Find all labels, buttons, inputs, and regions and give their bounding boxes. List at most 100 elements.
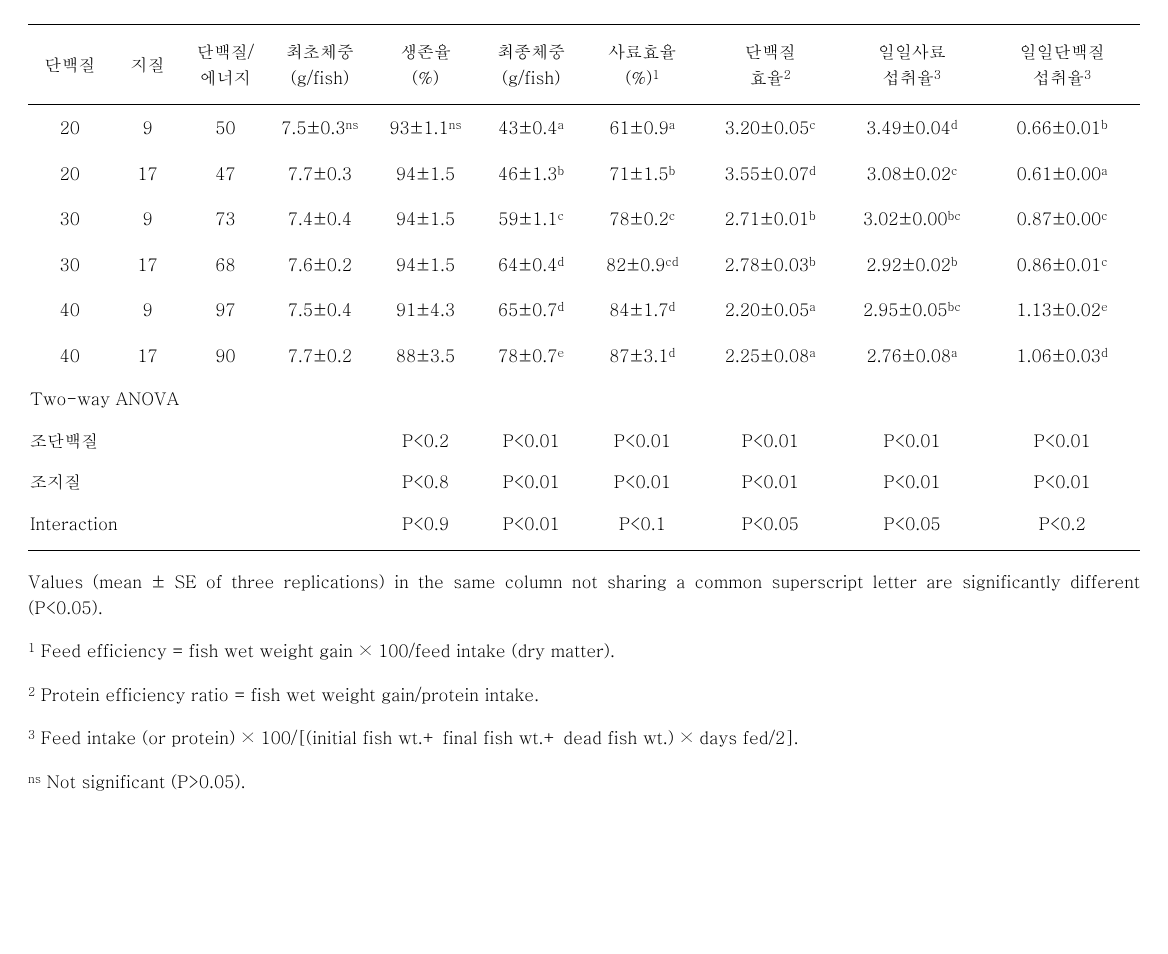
anova-row: InteractionP<0.9P<0.01P<0.1P<0.05P<0.05P… <box>28 503 1140 551</box>
cell-sv: 94±1.5 <box>373 242 479 288</box>
hdr-line1: 단백질/ <box>197 39 254 63</box>
hdr-line1: 일일사료 <box>878 39 946 63</box>
cell-fe: 78±0.2c <box>584 196 701 242</box>
anova-fw: P<0.01 <box>478 503 584 551</box>
col-pe: 단백질/에너지 <box>184 25 267 105</box>
hdr-line2: 에너지 <box>200 65 251 89</box>
cell-fe: 61±0.9a <box>584 105 701 151</box>
hdr-sup: 2 <box>784 67 791 83</box>
hdr-line1: 최종체중 <box>497 39 565 63</box>
cell-per: 3.20±0.05c <box>701 105 840 151</box>
anova-dpi: P<0.2 <box>984 503 1140 551</box>
cell-sv: 93±1.1ns <box>373 105 479 151</box>
cell-per: 3.55±0.07d <box>701 151 840 197</box>
anova-heading: Two-way ANOVA <box>28 378 1140 420</box>
footnote-3: 3 Feed intake (or protein) × 100/[(initi… <box>28 725 1140 751</box>
hdr-line2: (%) <box>412 65 439 89</box>
cell-dfi: 2.92±0.02b <box>840 242 985 288</box>
cell-iw: 7.4±0.4 <box>267 196 373 242</box>
hdr-line2: (g/fish) <box>290 65 349 89</box>
cell-pe: 73 <box>184 196 267 242</box>
anova-per: P<0.01 <box>701 461 840 503</box>
cell-lipid: 17 <box>111 242 183 288</box>
table-body-data: 209507.5±0.3ns93±1.1ns43±0.4a61±0.9a3.20… <box>28 105 1140 379</box>
cell-dpi: 1.13±0.02e <box>984 287 1140 333</box>
anova-fw: P<0.01 <box>478 461 584 503</box>
anova-dfi: P<0.01 <box>840 420 985 462</box>
footnote-2: 2 Protein efficiency ratio = fish wet we… <box>28 682 1140 708</box>
anova-dfi: P<0.01 <box>840 461 985 503</box>
cell-pe: 68 <box>184 242 267 288</box>
col-iw: 최초체중(g/fish) <box>267 25 373 105</box>
anova-per: P<0.05 <box>701 503 840 551</box>
hdr-line1: 생존율 <box>400 39 451 63</box>
cell-fw: 59±1.1c <box>478 196 584 242</box>
results-table: 단백질 지질 단백질/에너지 최초체중(g/fish) 생존율(%) 최종체중(… <box>28 24 1140 551</box>
col-dpi: 일일단백질섭취율3 <box>984 25 1140 105</box>
col-fw: 최종체중(g/fish) <box>478 25 584 105</box>
anova-label: 조지질 <box>28 461 267 503</box>
anova-sv: P<0.2 <box>373 420 479 462</box>
cell-dfi: 3.08±0.02c <box>840 151 985 197</box>
cell-fw: 78±0.7e <box>478 333 584 379</box>
anova-label: 조단백질 <box>28 420 267 462</box>
table-row: 4017907.7±0.288±3.578±0.7e87±3.1d2.25±0.… <box>28 333 1140 379</box>
cell-pe: 50 <box>184 105 267 151</box>
cell-lipid: 9 <box>111 287 183 333</box>
anova-fe: P<0.1 <box>584 503 701 551</box>
hdr-sup: 3 <box>1084 67 1091 83</box>
hdr-line1: 사료효율 <box>608 39 676 63</box>
footnote-1: 1 Feed efficiency = fish wet weight gain… <box>28 638 1140 664</box>
table-row: 409977.5±0.491±4.365±0.7d84±1.7d2.20±0.0… <box>28 287 1140 333</box>
footnotes: Values (mean ± SE of three replications)… <box>28 569 1140 794</box>
anova-per: P<0.01 <box>701 420 840 462</box>
cell-fw: 43±0.4a <box>478 105 584 151</box>
anova-fe: P<0.01 <box>584 461 701 503</box>
cell-lipid: 17 <box>111 151 183 197</box>
anova-row: 조단백질P<0.2P<0.01P<0.01P<0.01P<0.01P<0.01 <box>28 420 1140 462</box>
cell-lipid: 17 <box>111 333 183 379</box>
col-lipid: 지질 <box>111 25 183 105</box>
cell-pe: 90 <box>184 333 267 379</box>
hdr-line1: 단백질 <box>745 39 796 63</box>
hdr-line1: 일일단백질 <box>1020 39 1105 63</box>
cell-dpi: 0.87±0.00c <box>984 196 1140 242</box>
cell-dfi: 2.76±0.08a <box>840 333 985 379</box>
cell-fe: 82±0.9cd <box>584 242 701 288</box>
cell-lipid: 9 <box>111 105 183 151</box>
cell-sv: 94±1.5 <box>373 151 479 197</box>
cell-pe: 97 <box>184 287 267 333</box>
col-protein: 단백질 <box>28 25 111 105</box>
cell-lipid: 9 <box>111 196 183 242</box>
hdr-line2: 효율 <box>750 65 784 89</box>
footnote-ns: ns Not significant (P>0.05). <box>28 769 1140 795</box>
cell-iw: 7.5±0.4 <box>267 287 373 333</box>
table-row: 2017477.7±0.394±1.546±1.3b71±1.5b3.55±0.… <box>28 151 1140 197</box>
cell-per: 2.20±0.05a <box>701 287 840 333</box>
cell-dpi: 1.06±0.03d <box>984 333 1140 379</box>
cell-protein: 30 <box>28 242 111 288</box>
cell-dpi: 0.66±0.01b <box>984 105 1140 151</box>
anova-row: 조지질P<0.8P<0.01P<0.01P<0.01P<0.01P<0.01 <box>28 461 1140 503</box>
footnote-main: Values (mean ± SE of three replications)… <box>28 569 1140 620</box>
cell-fe: 84±1.7d <box>584 287 701 333</box>
anova-label: Interaction <box>28 503 267 551</box>
cell-sv: 91±4.3 <box>373 287 479 333</box>
cell-protein: 20 <box>28 105 111 151</box>
hdr-line2: 섭취율 <box>883 65 934 89</box>
table-body-anova: Two-way ANOVA조단백질P<0.2P<0.01P<0.01P<0.01… <box>28 378 1140 551</box>
anova-dpi: P<0.01 <box>984 420 1140 462</box>
hdr-sup: 3 <box>934 67 941 83</box>
col-fe: 사료효율(%)1 <box>584 25 701 105</box>
cell-fw: 65±0.7d <box>478 287 584 333</box>
col-dfi: 일일사료섭취율3 <box>840 25 985 105</box>
cell-iw: 7.7±0.2 <box>267 333 373 379</box>
cell-dfi: 2.95±0.05bc <box>840 287 985 333</box>
cell-iw: 7.7±0.3 <box>267 151 373 197</box>
table-row: 3017687.6±0.294±1.564±0.4d82±0.9cd2.78±0… <box>28 242 1140 288</box>
cell-dfi: 3.02±0.00bc <box>840 196 985 242</box>
cell-iw: 7.6±0.2 <box>267 242 373 288</box>
cell-sv: 94±1.5 <box>373 196 479 242</box>
cell-protein: 40 <box>28 287 111 333</box>
cell-per: 2.25±0.08a <box>701 333 840 379</box>
